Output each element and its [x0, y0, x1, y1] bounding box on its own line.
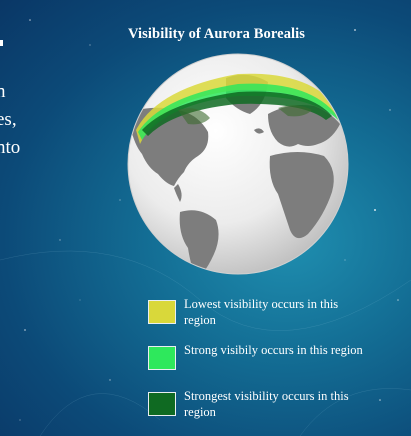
aurora-band-strongest [142, 91, 332, 136]
legend-label-strong: Strong visibily occurs in this region [184, 343, 363, 357]
legend-swatch-strong [148, 346, 176, 370]
left-text-line-2: es, [0, 109, 17, 130]
left-text-line-1: n [0, 81, 6, 102]
earth-globe [127, 53, 349, 275]
legend: Lowest visibility occurs in this region … [148, 296, 408, 434]
left-text-line-3: nto [0, 137, 21, 158]
legend-item-strong: Strong visibily occurs in this region [148, 342, 408, 388]
left-body-text: n es, nto [0, 78, 20, 162]
left-marker [0, 40, 3, 46]
legend-swatch-strongest [148, 392, 176, 416]
legend-swatch-lowest [148, 300, 176, 324]
legend-label-lowest: Lowest visibility occurs in this region [184, 297, 339, 327]
legend-item-strongest: Strongest visibility occurs in this regi… [148, 388, 408, 434]
diagram-title: Visibility of Aurora Borealis [128, 26, 306, 42]
legend-label-strongest: Strongest visibility occurs in this regi… [184, 389, 349, 419]
legend-item-lowest: Lowest visibility occurs in this region [148, 296, 408, 342]
